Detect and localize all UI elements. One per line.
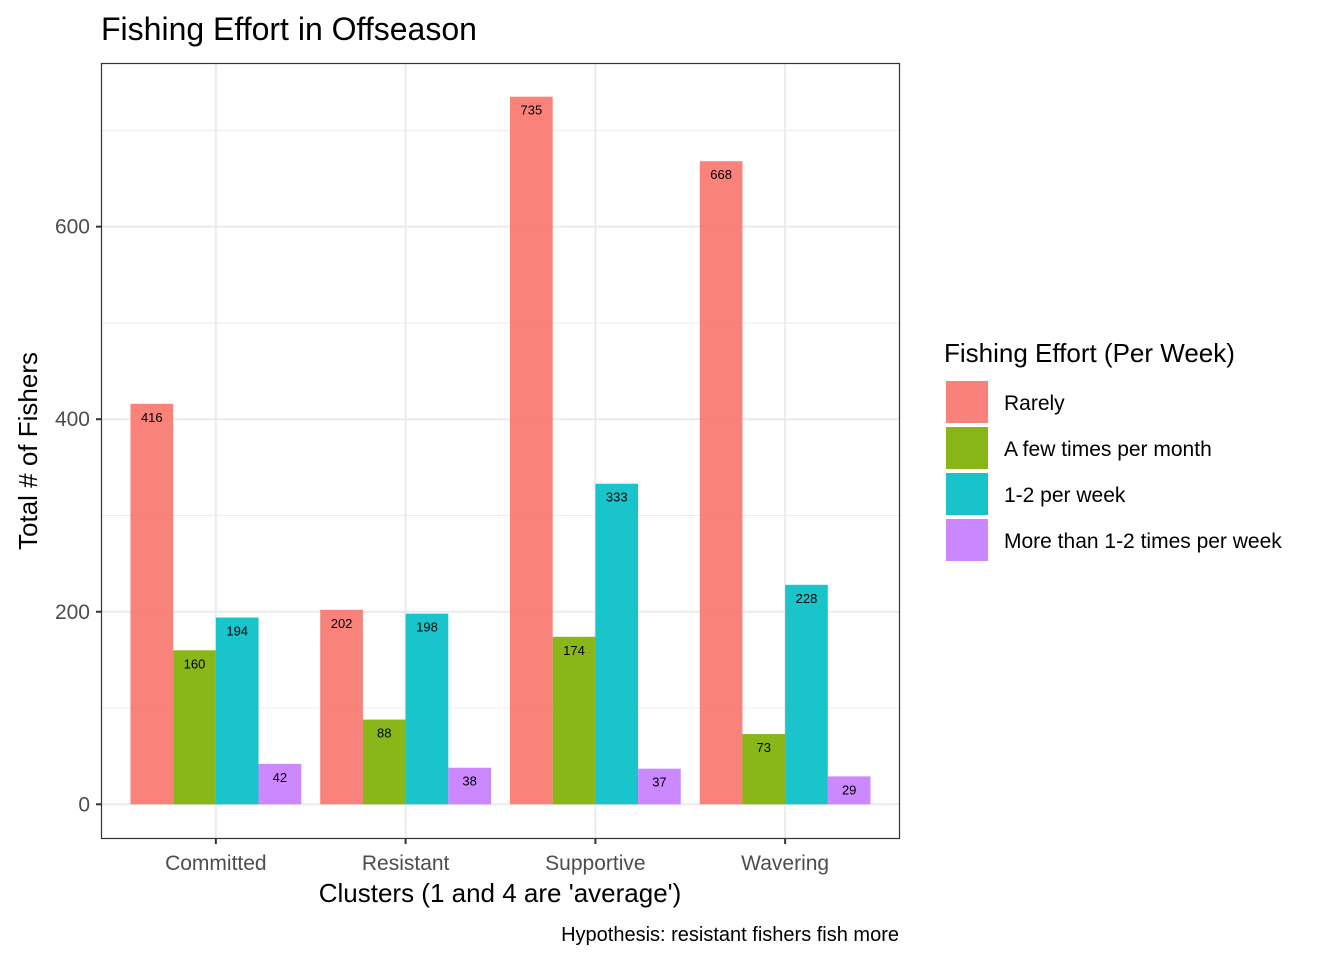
x-axis: Committed Resistant Supportive Wavering bbox=[165, 838, 829, 875]
bar-value-label: 228 bbox=[796, 591, 818, 606]
y-tick-label: 600 bbox=[55, 216, 90, 239]
chart-caption: Hypothesis: resistant fishers fish more bbox=[561, 924, 899, 946]
bar bbox=[448, 767, 492, 805]
x-tick-label: Committed bbox=[165, 852, 267, 875]
x-tick-label: Wavering bbox=[741, 852, 829, 875]
bar bbox=[362, 719, 406, 805]
bar bbox=[173, 650, 216, 805]
bar bbox=[785, 584, 828, 805]
y-tick-label: 200 bbox=[55, 601, 90, 624]
legend-title: Fishing Effort (Per Week) bbox=[944, 338, 1235, 368]
bar-value-label: 29 bbox=[842, 782, 856, 797]
x-tick-label: Resistant bbox=[362, 852, 450, 875]
bar bbox=[742, 734, 786, 805]
legend: Fishing Effort (Per Week) Rarely A few ti… bbox=[944, 338, 1282, 561]
bar-value-label: 202 bbox=[331, 616, 353, 631]
bar bbox=[595, 483, 639, 805]
bar-value-label: 73 bbox=[757, 740, 771, 755]
bar bbox=[827, 776, 871, 805]
bar-value-label: 735 bbox=[520, 103, 542, 118]
x-tick-label: Supportive bbox=[545, 852, 645, 875]
bars bbox=[130, 96, 871, 805]
chart-title: Fishing Effort in Offseason bbox=[101, 11, 477, 47]
bar bbox=[638, 768, 681, 805]
bar bbox=[215, 617, 259, 805]
bar bbox=[405, 613, 449, 805]
legend-label: A few times per month bbox=[1004, 438, 1212, 461]
legend-swatch bbox=[946, 473, 988, 515]
legend-label: Rarely bbox=[1004, 392, 1065, 415]
x-axis-title: Clusters (1 and 4 are 'average') bbox=[319, 878, 682, 908]
y-axis: 0 200 400 600 bbox=[55, 216, 102, 816]
legend-label: 1-2 per week bbox=[1004, 484, 1126, 507]
bar-value-label: 42 bbox=[273, 770, 287, 785]
bar-labels: 416 160 194 42 202 88 198 38 735 174 333 37 668 73 228… bbox=[141, 103, 856, 798]
y-tick-label: 400 bbox=[55, 408, 90, 431]
bar-value-label: 194 bbox=[226, 624, 248, 639]
legend-swatch bbox=[946, 381, 988, 423]
y-tick-label: 0 bbox=[78, 793, 90, 816]
bar bbox=[320, 609, 363, 805]
y-axis-title: Total # of Fishers bbox=[13, 352, 43, 550]
bar-value-label: 38 bbox=[462, 774, 476, 789]
bar-value-label: 88 bbox=[377, 726, 391, 741]
bar-value-label: 174 bbox=[563, 643, 585, 658]
legend-items: Rarely A few times per month 1-2 per week M… bbox=[946, 381, 1282, 561]
bar bbox=[509, 96, 553, 805]
bar-value-label: 668 bbox=[710, 167, 732, 182]
plot-panel-border bbox=[100, 62, 901, 840]
legend-label: More than 1-2 times per week bbox=[1004, 530, 1282, 553]
bar-value-label: 333 bbox=[606, 490, 628, 505]
bar-value-label: 416 bbox=[141, 410, 163, 425]
bar bbox=[258, 763, 302, 805]
bar bbox=[699, 161, 743, 805]
legend-swatch bbox=[946, 519, 988, 561]
bar bbox=[130, 403, 174, 805]
legend-swatch bbox=[946, 427, 988, 469]
bar-value-label: 198 bbox=[416, 620, 438, 635]
bar-value-label: 160 bbox=[184, 656, 206, 671]
bar-value-label: 37 bbox=[652, 775, 666, 790]
bar bbox=[552, 636, 596, 805]
